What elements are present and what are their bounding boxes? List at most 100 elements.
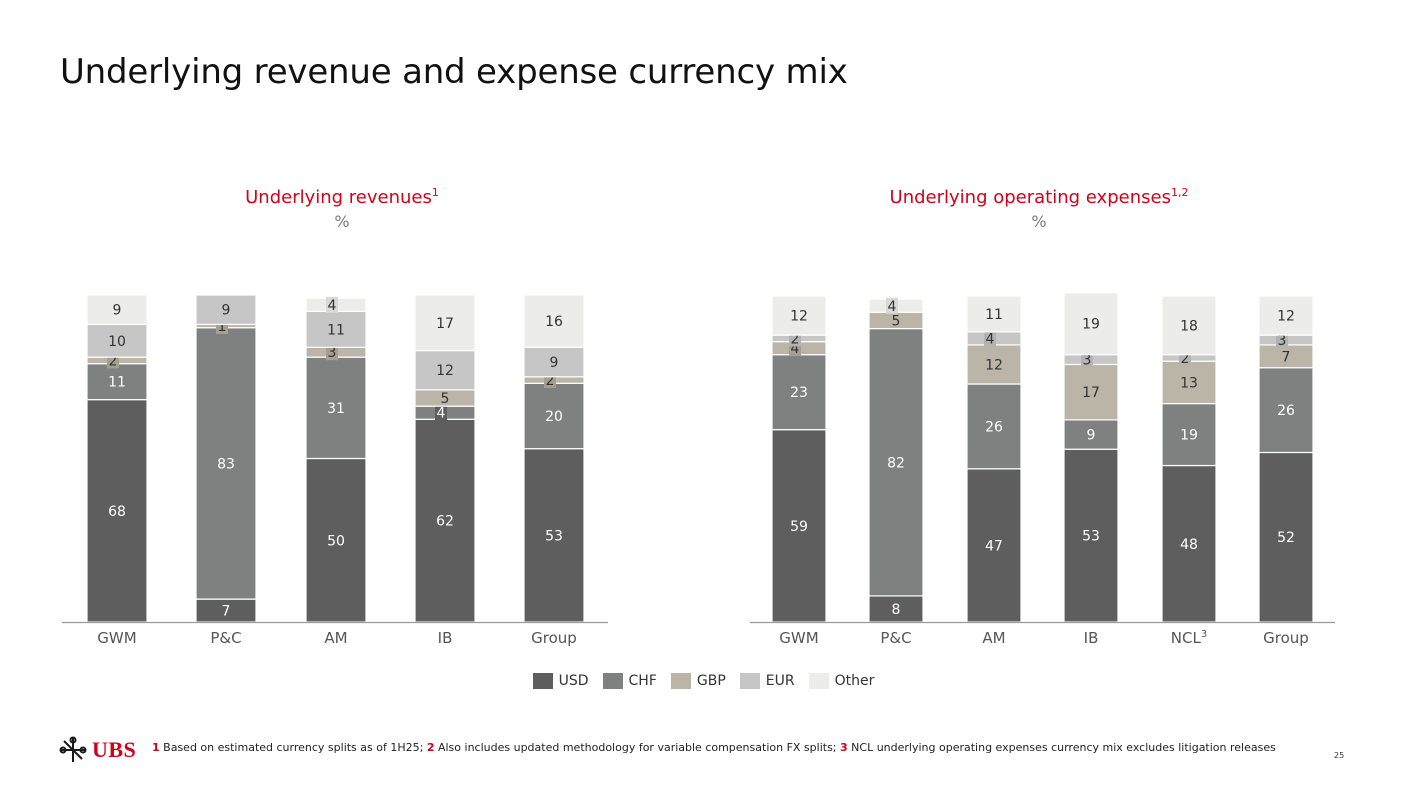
rev-category-ib: IB [438,629,453,647]
rev-label-bg-am-gbp [326,344,338,361]
exp-value-gwm-chf: 23 [790,385,808,401]
exp-value-ib-chf: 9 [1087,428,1096,444]
legend-label-gbp: GBP [696,673,726,689]
legend-label-chf: CHF [628,673,657,689]
rev-bar-p-c-eur [195,294,257,326]
exp-category-ncl: NCL3 [1171,629,1207,647]
expenses-chart-title-text: Underlying operating expenses [889,187,1171,208]
brand-wordmark: UBS [92,737,137,762]
exp-value-group-chf: 26 [1277,403,1295,419]
exp-bar-ib-usd [1063,448,1119,623]
exp-bar-ncl-chf [1161,402,1217,467]
rev-bar-group-chf [523,382,585,450]
rev-value-am-eur: 11 [327,322,345,338]
exp-bar-am-gbp [966,344,1022,385]
exp-value-group-usd: 52 [1277,530,1295,546]
exp-value-ib-usd: 53 [1082,529,1100,545]
exp-bar-ib-other [1063,292,1119,356]
exp-value-gwm-gbp: 4 [791,341,800,357]
exp-label-bg-ib-eur [1081,351,1093,368]
rev-value-group-other: 16 [545,314,563,330]
revenues-chart-unit: % [334,212,350,231]
exp-value-gwm-usd: 59 [790,519,808,535]
rev-value-am-usd: 50 [327,533,345,549]
rev-value-am-chf: 31 [327,401,345,417]
rev-bar-group-eur [523,346,585,378]
rev-bar-ib-usd [414,418,476,623]
rev-value-group-gbp: 2 [546,373,555,389]
exp-bar-ncl-gbp [1161,360,1217,405]
rev-value-ib-eur: 12 [436,363,454,379]
exp-value-ncl-eur: 2 [1181,351,1190,367]
rev-value-ib-other: 17 [436,316,454,332]
exp-value-group-eur: 3 [1278,333,1287,349]
rev-category-group: Group [531,629,577,647]
rev-value-p-c-chf: 83 [217,456,235,472]
rev-label-bg-ib-chf [435,404,447,421]
exp-value-ncl-gbp: 13 [1180,375,1198,391]
rev-label-bg-am-other [326,296,338,313]
rev-bar-am-chf [305,356,367,460]
exp-value-ib-other: 19 [1082,317,1100,333]
exp-value-am-eur: 4 [986,331,995,347]
rev-value-group-chf: 20 [545,409,563,425]
legend-label-eur: EUR [765,673,795,689]
exp-bar-group-other [1258,295,1314,336]
exp-value-group-gbp: 7 [1282,349,1291,365]
exp-bar-ib-gbp [1063,363,1119,421]
rev-bar-gwm-other [86,294,148,326]
exp-value-p-c-gbp: 5 [892,313,901,329]
exp-category-p-c: P&C [880,629,911,647]
legend-item-chf: CHF [602,673,657,689]
exp-bar-am-chf [966,383,1022,470]
exp-value-gwm-eur: 2 [791,331,800,347]
legend-swatch-chf [602,673,623,689]
exp-value-ncl-usd: 48 [1180,537,1198,553]
rev-bar-gwm-eur [86,323,148,358]
exp-value-group-other: 12 [1277,309,1295,325]
ubs-logo: UBS [58,735,136,765]
exp-value-ncl-chf: 19 [1180,428,1198,444]
footnote-3-number: 3 [840,741,848,754]
exp-label-bg-group-eur [1276,332,1288,349]
rev-value-am-gbp: 3 [328,345,337,361]
rev-value-group-usd: 53 [545,528,563,544]
exp-value-ncl-other: 18 [1180,318,1198,334]
exp-label-bg-p-c-other [886,297,898,314]
exp-value-gwm-other: 12 [790,309,808,325]
rev-value-gwm-eur: 10 [108,334,126,350]
exp-value-am-usd: 47 [985,538,1003,554]
legend-label-usd: USD [558,673,589,689]
exp-bar-group-chf [1258,367,1314,454]
exp-bar-am-other [966,295,1022,333]
footnote-3-text: NCL underlying operating expenses curren… [847,741,1276,754]
rev-bar-gwm-usd [86,399,148,623]
legend-swatch-gbp [670,673,691,689]
rev-value-gwm-other: 9 [113,303,122,319]
rev-category-gwm: GWM [97,629,136,647]
legend: USD CHF GBP EUR Other [0,673,1407,689]
legend-item-eur: EUR [739,673,795,689]
footnote-1-text: Based on estimated currency splits as of… [159,741,427,754]
rev-value-group-eur: 9 [550,355,559,371]
rev-bar-am-usd [305,457,367,623]
exp-bar-ncl-other [1161,295,1217,356]
expenses-chart-title: Underlying operating expenses1,2 [839,186,1239,208]
legend-item-usd: USD [532,673,589,689]
exp-value-ib-gbp: 17 [1082,385,1100,401]
legend-item-other: Other [808,673,874,689]
exp-value-p-c-chf: 82 [887,455,905,471]
rev-value-ib-usd: 62 [436,514,454,530]
rev-category-p-c: P&C [210,629,241,647]
expenses-chart-unit: % [1031,212,1047,231]
footnotes: 1 Based on estimated currency splits as … [152,741,1276,754]
rev-category-am: AM [324,629,347,647]
legend-swatch-eur [739,673,760,689]
expenses-title-footnote: 1,2 [1170,186,1189,199]
exp-bar-p-c-chf [868,328,924,597]
revenues-chart-title: Underlying revenues1 [142,186,542,208]
page-title: Underlying revenue and expense currency … [60,52,848,92]
exp-bar-ib-chf [1063,419,1119,450]
legend-swatch-other [808,673,829,689]
